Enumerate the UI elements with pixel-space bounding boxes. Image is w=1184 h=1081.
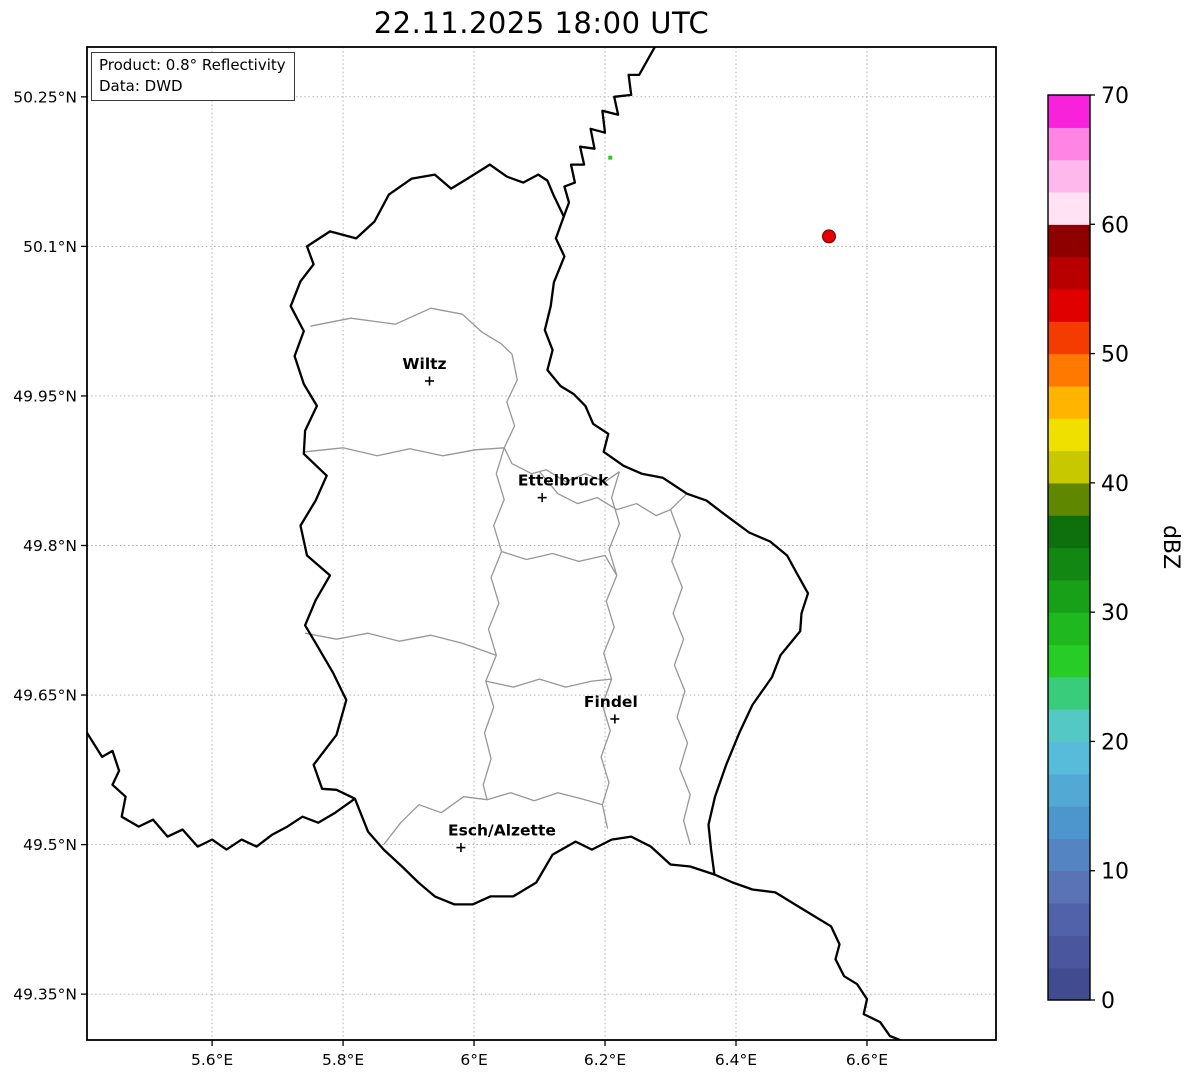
lon-tick-label: 6.6°E — [846, 1051, 888, 1069]
regional-border — [501, 550, 618, 576]
radar-echo-pixel — [608, 155, 613, 160]
colorbar-tick-label: 70 — [1101, 84, 1129, 109]
city-label: Ettelbruck — [518, 472, 609, 490]
colorbar-tick-label: 40 — [1101, 472, 1129, 497]
lat-tick-label: 49.8°N — [23, 537, 77, 555]
colorbar-segment — [1048, 676, 1090, 710]
colorbar-segment — [1048, 773, 1090, 807]
lat-tick-label: 49.95°N — [13, 387, 77, 405]
radar-echo-dot — [822, 229, 837, 244]
colorbar-segment — [1048, 321, 1090, 355]
regional-border — [383, 792, 603, 845]
regional-border — [539, 471, 688, 517]
colorbar-tick-label: 0 — [1101, 989, 1115, 1014]
colorbar-segment — [1048, 418, 1090, 452]
colorbar-tick-label: 30 — [1101, 601, 1129, 626]
city-label: Findel — [584, 693, 638, 711]
colorbar-segment — [1048, 903, 1090, 936]
lat-tick-label: 50.1°N — [23, 238, 77, 256]
colorbar-segment — [1048, 385, 1090, 419]
lon-tick-label: 6.2°E — [584, 1051, 626, 1069]
colorbar-segment — [1048, 191, 1090, 225]
colorbar-segment — [1048, 547, 1090, 581]
regional-border — [669, 509, 691, 845]
city-label: Esch/Alzette — [448, 822, 556, 840]
colorbar-segment — [1048, 95, 1090, 128]
colorbar-unit-label: dBZ — [1158, 525, 1183, 569]
national-border-luxembourg — [289, 163, 810, 906]
colorbar-segment — [1048, 838, 1090, 872]
regional-border — [305, 447, 505, 457]
lat-tick-label: 49.5°N — [23, 836, 77, 854]
colorbar-segment — [1048, 709, 1090, 743]
regional-border — [310, 307, 513, 355]
lon-tick-label: 5.6°E — [191, 1051, 233, 1069]
product-line: Product: 0.8° Reflectivity — [99, 56, 286, 74]
colorbar-segment — [1048, 612, 1090, 646]
colorbar-segment — [1048, 353, 1090, 387]
national-border-france-belgium — [87, 731, 357, 851]
colorbar-tick-label: 10 — [1101, 860, 1129, 885]
lat-tick-label: 49.35°N — [13, 986, 77, 1004]
lat-tick-label: 50.25°N — [13, 88, 77, 106]
plot-frame — [86, 46, 997, 1041]
colorbar-segment — [1048, 288, 1090, 322]
map-layers — [87, 47, 901, 1040]
colorbar-segment — [1048, 741, 1090, 775]
colorbar-tick-label: 50 — [1101, 343, 1129, 368]
national-border-belgium-germany — [562, 47, 656, 218]
colorbar-segment — [1048, 870, 1090, 904]
colorbar-segment — [1048, 224, 1090, 258]
lon-tick-label: 6°E — [460, 1051, 487, 1069]
colorbar-segment — [1048, 806, 1090, 839]
colorbar-tick-label: 20 — [1101, 730, 1129, 755]
regional-border — [482, 447, 505, 800]
colorbar-segment — [1048, 256, 1090, 290]
colorbar-segment — [1048, 967, 1090, 1001]
colorbar-segment — [1048, 515, 1090, 549]
colorbar-segment — [1048, 159, 1090, 193]
lat-tick-label: 49.65°N — [13, 687, 77, 705]
lon-tick-label: 6.4°E — [715, 1051, 757, 1069]
national-border-france-germany — [713, 873, 901, 1040]
regional-border — [503, 353, 620, 483]
colorbar-segment — [1048, 450, 1090, 484]
colorbar-tick-label: 60 — [1101, 213, 1129, 238]
lon-tick-label: 5.8°E — [322, 1051, 364, 1069]
colorbar-segment — [1048, 935, 1090, 969]
colorbar-segment — [1048, 644, 1090, 678]
city-label: Wiltz — [402, 355, 446, 373]
product-info-box: Product: 0.8° Reflectivity Data: DWD — [91, 52, 295, 101]
colorbar-segment — [1048, 579, 1090, 613]
colorbar-segment — [1048, 127, 1090, 161]
colorbar-outline — [1047, 94, 1091, 1001]
regional-border — [600, 471, 621, 829]
regional-border — [304, 632, 497, 656]
colorbar-segment — [1048, 482, 1090, 516]
regional-border — [485, 678, 612, 688]
figure-title: 22.11.2025 18:00 UTC — [373, 6, 710, 40]
data-source-line: Data: DWD — [99, 77, 183, 95]
